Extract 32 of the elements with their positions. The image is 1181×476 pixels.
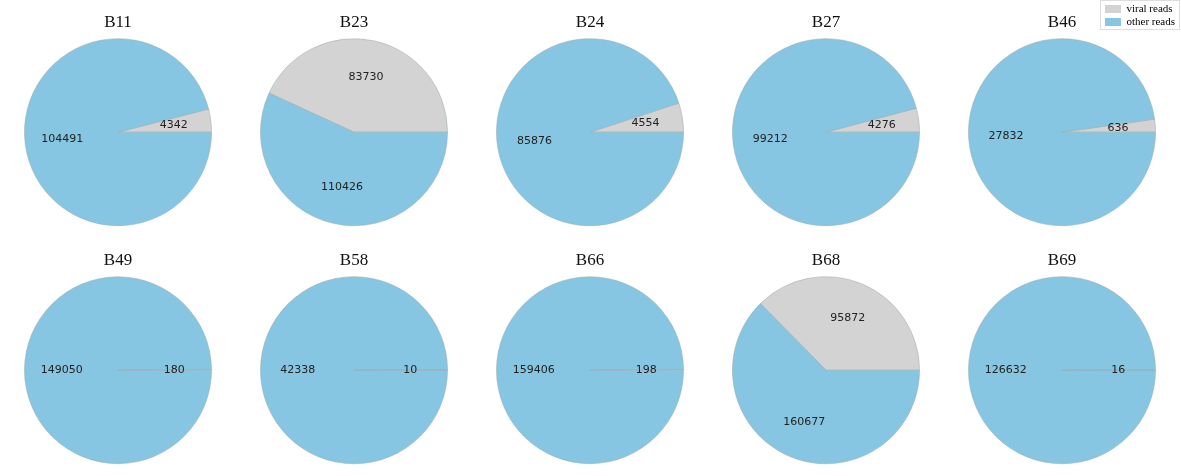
data-label: 160677 (783, 414, 826, 428)
data-label: 126632 (984, 363, 1027, 377)
chart-title: B27 (811, 11, 841, 31)
data-label: 16 (1111, 363, 1126, 377)
data-label: 85876 (517, 133, 553, 147)
data-label: 180 (163, 362, 185, 376)
data-label: 4554 (631, 116, 660, 130)
data-label: 42338 (280, 363, 316, 377)
data-label: 104491 (41, 132, 84, 146)
text: B46 (1047, 11, 1077, 31)
data-label: 10 (403, 363, 418, 377)
data-label: 110426 (320, 179, 363, 193)
data-label: 4276 (867, 117, 896, 131)
data-label: 27832 (988, 129, 1024, 142)
chart-title: B49 (103, 249, 133, 269)
chart-title: B66 (575, 249, 605, 269)
data-label: 99212 (752, 132, 788, 146)
data-label: 83730 (348, 70, 384, 84)
legend-label: viral reads (1126, 2, 1173, 15)
data-label: 95872 (830, 311, 866, 325)
data-label: 4342 (159, 118, 188, 132)
chart-title: B23 (339, 11, 369, 31)
data-label: 159406 (512, 363, 555, 377)
chart-title: B69 (1047, 249, 1077, 269)
legend-label: other reads (1126, 15, 1175, 28)
data-label: 149050 (40, 363, 83, 377)
chart-title: B58 (339, 249, 369, 269)
data-label: 636 (1107, 121, 1129, 135)
data-label: 198 (635, 362, 657, 376)
chart-title: B68 (811, 249, 841, 269)
chart-title: B24 (575, 11, 605, 31)
chart-title: B11 (104, 11, 132, 31)
